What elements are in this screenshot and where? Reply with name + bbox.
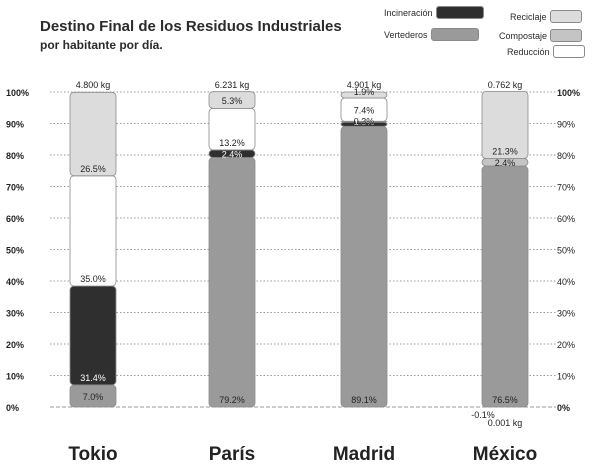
bar-segment (69, 175, 117, 287)
bar-bottom-note: 0.001 kg (488, 418, 523, 428)
y-tick-label-left: 50% (6, 246, 24, 256)
y-tick-label-left: 10% (6, 372, 24, 382)
data-label: 21.3% (492, 146, 518, 156)
legend-label-reciclaje: Reciclaje (510, 11, 547, 22)
data-label: 7.0% (83, 392, 104, 402)
data-label: 5.3% (222, 96, 243, 106)
bar-total-label: 4.800 kg (76, 80, 111, 90)
y-tick-label-right: 40% (557, 277, 575, 287)
legend-label-incineracion: Incineración (384, 7, 433, 18)
data-label: 26.5% (80, 164, 106, 174)
y-tick-label-right: 50% (557, 246, 575, 256)
legend-incineracion: Incineración (384, 6, 484, 19)
data-label: 1.3% (354, 117, 375, 127)
y-tick-label-right: 30% (557, 309, 575, 319)
y-tick-label-left: 0% (6, 403, 19, 413)
legend-compostaje: Compostaje (499, 29, 583, 42)
bar-total-label: 6.231 kg (215, 80, 250, 90)
data-label: 1.9% (354, 87, 375, 97)
y-tick-label-left: 80% (6, 151, 24, 161)
data-label: 7.4% (354, 106, 375, 116)
bar-segment (208, 91, 256, 109)
data-label: 76.5% (492, 395, 518, 405)
data-label: 31.4% (80, 373, 106, 383)
y-tick-label-right: 0% (557, 403, 570, 413)
bar-segment (481, 90, 529, 159)
data-label: 13.2% (219, 138, 245, 148)
bar-segment (208, 157, 256, 408)
bar-segment (69, 285, 117, 386)
y-tick-label-left: 30% (6, 309, 24, 319)
data-label: 89.1% (351, 395, 377, 405)
legend-label-vertederos: Vertederos (384, 29, 428, 40)
legend-swatch-reciclaje (549, 10, 582, 23)
bar-total-label: 0.762 kg (488, 80, 523, 90)
x-category-label: Tokio (68, 444, 117, 464)
legend-swatch-vertederos (430, 28, 479, 41)
x-category-label: Madrid (333, 444, 395, 464)
y-tick-label-left: 70% (6, 183, 24, 193)
y-tick-label-right: 10% (557, 372, 575, 382)
data-label: 2.4% (222, 150, 243, 160)
legend-reciclaje: Reciclaje (510, 10, 582, 23)
y-tick-label-right: 100% (557, 88, 580, 98)
y-tick-label-right: 90% (557, 120, 575, 130)
y-tick-label-left: 60% (6, 214, 24, 224)
bar-segment (340, 91, 388, 99)
chart-subtitle: por habitante por día. (40, 38, 163, 52)
data-label: 2.4% (495, 158, 516, 168)
bar-segment (340, 125, 388, 408)
y-tick-label-left: 40% (6, 277, 24, 287)
bar-segment (481, 165, 529, 408)
legend-swatch-compostaje (550, 29, 583, 42)
legend-swatch-reduccion (552, 45, 585, 58)
y-tick-label-left: 100% (6, 88, 29, 98)
bar-total-label: 4.901 kg (347, 80, 382, 90)
chart-title: Destino Final de los Residuos Industrial… (40, 18, 342, 35)
x-category-label: París (209, 444, 255, 464)
y-tick-label-right: 60% (557, 214, 575, 224)
y-tick-label-right: 70% (557, 183, 575, 193)
x-category-label: México (473, 444, 537, 464)
legend-vertederos: Vertederos (384, 28, 479, 41)
bar-segment (69, 91, 117, 177)
legend-swatch-incineracion (435, 6, 484, 19)
y-tick-label-right: 20% (557, 340, 575, 350)
y-tick-label-left: 90% (6, 120, 24, 130)
data-label: 35.0% (80, 274, 106, 284)
y-tick-label-right: 80% (557, 151, 575, 161)
data-label: -0.1% (471, 410, 495, 420)
legend-label-compostaje: Compostaje (499, 30, 548, 41)
y-tick-label-left: 20% (6, 340, 24, 350)
data-label: 0.3% (354, 116, 375, 126)
data-label: 79.2% (219, 395, 245, 405)
legend-label-reduccion: Reducción (507, 46, 550, 57)
legend-reduccion: Reducción (507, 45, 585, 58)
